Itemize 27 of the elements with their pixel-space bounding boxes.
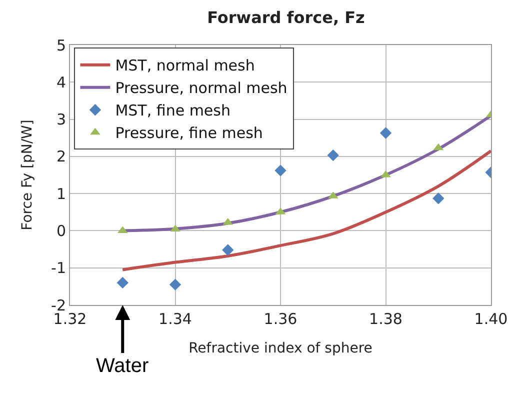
y-tick-label: -1 (51, 259, 66, 278)
point (222, 244, 234, 256)
y-tick-label: 0 (56, 222, 66, 240)
point (169, 278, 182, 290)
x-axis-title: Refractive index of sphere (188, 340, 372, 356)
legend-label: MST, normal mesh (115, 56, 255, 75)
point (432, 192, 444, 204)
point (380, 127, 392, 139)
y-tick-label: 1 (56, 184, 66, 203)
x-tick-label: 1.38 (369, 310, 402, 328)
point (327, 149, 339, 162)
x-tick-label: 1.40 (474, 310, 508, 328)
y-tick-label: 4 (56, 73, 66, 92)
point (116, 276, 128, 289)
x-tick-label: 1.36 (264, 310, 298, 328)
legend-label: Pressure, fine mesh (115, 124, 263, 142)
y-tick-label: 3 (56, 110, 66, 129)
chart-title: Forward force, Fz (207, 8, 365, 28)
legend-label: Pressure, normal mesh (115, 79, 288, 98)
y-axis-title: Force Fy [pN/W] (20, 120, 36, 230)
y-tick-label: 5 (56, 36, 66, 54)
line-series (121, 149, 491, 272)
legend-label: MST, fine mesh (115, 102, 230, 120)
y-tick-label: 2 (56, 148, 66, 166)
text: Water (96, 355, 149, 377)
point (274, 164, 286, 176)
x-tick-label: 1.34 (158, 310, 192, 328)
